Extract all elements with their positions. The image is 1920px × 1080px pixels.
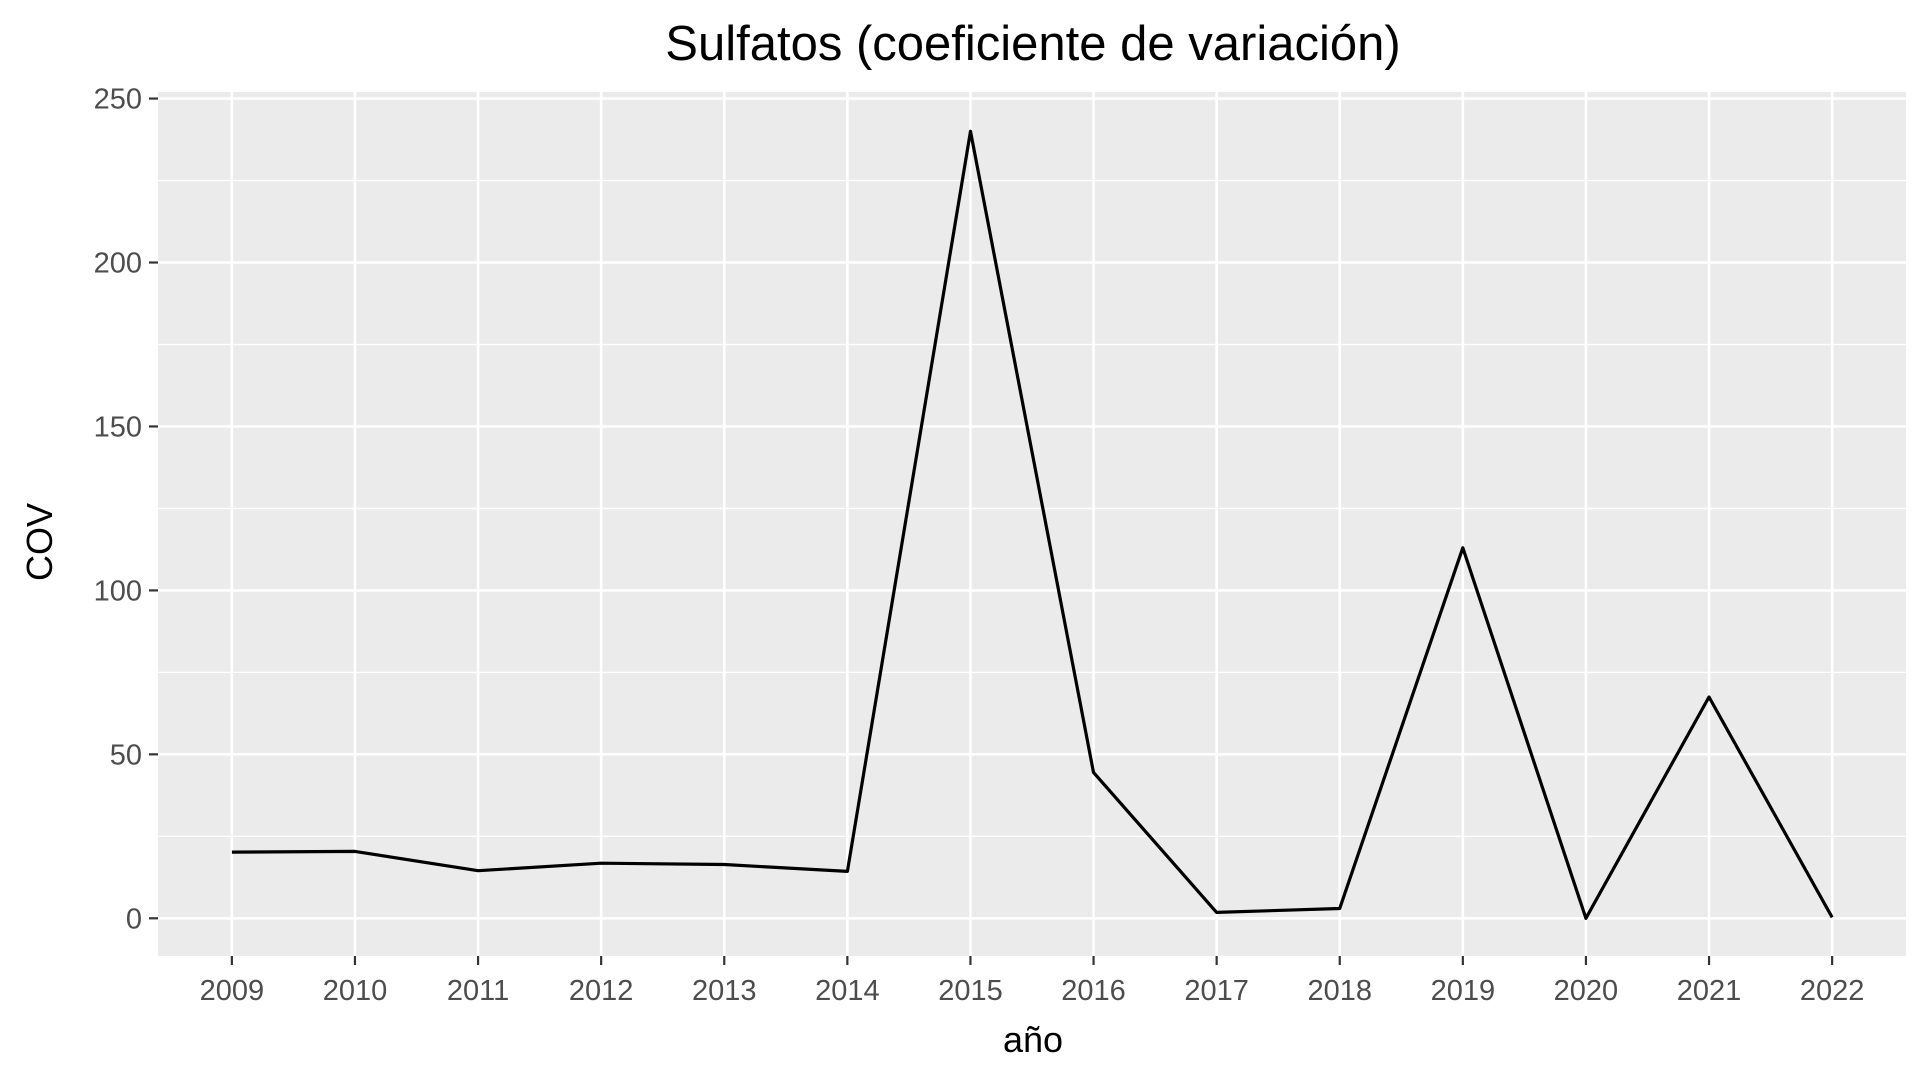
y-tick-label: 100 bbox=[94, 575, 142, 607]
y-tick-label: 50 bbox=[110, 739, 142, 771]
x-tick-label: 2013 bbox=[692, 975, 757, 1007]
y-axis: 0 50 100 150 200 250 bbox=[94, 84, 158, 935]
x-tick-label: 2011 bbox=[447, 975, 509, 1007]
x-tick-label: 2009 bbox=[200, 975, 265, 1007]
major-gridlines bbox=[158, 92, 1906, 956]
series-line bbox=[231, 129, 1834, 920]
plot-panel bbox=[158, 92, 1906, 956]
x-tick-label: 2016 bbox=[1061, 975, 1126, 1007]
series-layer bbox=[231, 129, 1834, 920]
x-tick-label: 2022 bbox=[1800, 975, 1865, 1007]
minor-gridlines bbox=[158, 179, 1906, 837]
x-axis: 2009 2010 2011 2012 2013 2014 2015 2016 2017 2018… bbox=[200, 956, 1865, 1007]
x-tick-label: 2021 bbox=[1677, 975, 1742, 1007]
x-tick-label: 2015 bbox=[938, 975, 1003, 1007]
y-tick-label: 250 bbox=[94, 84, 142, 116]
chart-title: Sulfatos (coeficiente de variación) bbox=[665, 17, 1400, 71]
x-tick-label: 2014 bbox=[815, 975, 880, 1007]
x-tick-label: 2020 bbox=[1554, 975, 1619, 1007]
x-tick-label: 2018 bbox=[1307, 975, 1372, 1007]
x-tick-label: 2017 bbox=[1184, 975, 1249, 1007]
y-axis-title: COV bbox=[19, 503, 60, 581]
x-tick-label: 2012 bbox=[569, 975, 634, 1007]
y-tick-label: 200 bbox=[94, 248, 142, 280]
x-tick-label: 2019 bbox=[1431, 975, 1496, 1007]
y-tick-label: 150 bbox=[94, 411, 142, 443]
y-tick-label: 0 bbox=[126, 903, 142, 935]
x-axis-title: año bbox=[1003, 1019, 1063, 1060]
x-tick-label: 2010 bbox=[323, 975, 388, 1007]
